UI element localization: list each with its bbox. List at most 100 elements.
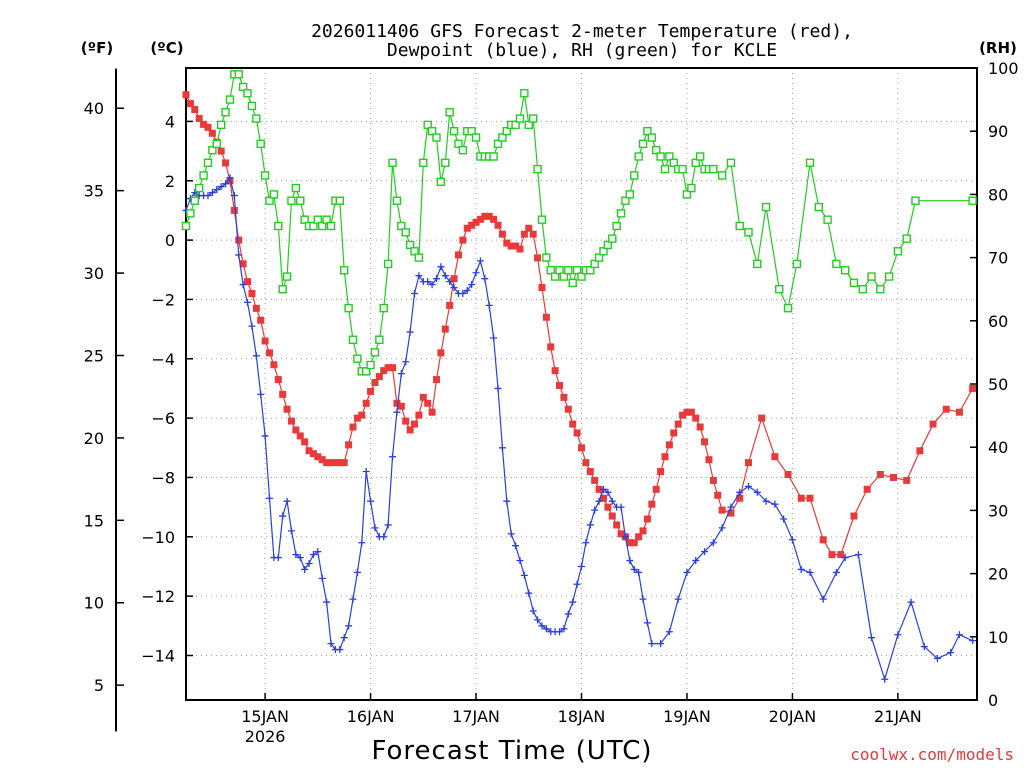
temperature-point — [279, 390, 287, 398]
temperature-point — [380, 367, 388, 375]
dewpoint-point — [573, 580, 581, 588]
rh-tick-label: 40 — [988, 438, 1008, 457]
celsius-tick-label: 0 — [165, 231, 175, 250]
temperature-point — [639, 527, 647, 535]
temperature-point — [265, 349, 273, 357]
rh-point — [340, 266, 349, 275]
dewpoint-point — [516, 557, 524, 565]
celsius-tick-label: −10 — [141, 528, 175, 547]
temperature-series — [182, 91, 977, 559]
rh-point — [546, 266, 555, 275]
temperature-point — [230, 206, 238, 214]
dewpoint-point — [441, 272, 449, 280]
rh-point — [414, 253, 424, 262]
rh-tick-label: 90 — [988, 122, 1008, 141]
dewpoint-point — [371, 524, 379, 532]
rh-point — [823, 215, 832, 224]
rh-point — [194, 183, 204, 193]
temperature-point — [485, 212, 493, 220]
temperature-point — [235, 236, 243, 244]
rh-point — [792, 259, 802, 269]
temperature-point — [362, 399, 370, 407]
celsius-tick-label: −6 — [151, 409, 175, 428]
rh-point — [968, 196, 977, 205]
time-tick-label: 21JAN — [874, 707, 922, 726]
rh-point — [656, 152, 665, 161]
rh-point — [335, 196, 345, 205]
dewpoint-point — [397, 370, 405, 378]
dewpoint-point — [265, 494, 273, 502]
temperature-point — [349, 423, 357, 431]
temperature-point — [890, 473, 898, 481]
rh-tick-label: 50 — [988, 375, 1008, 394]
temperature-point — [375, 373, 383, 381]
rh-point — [520, 89, 529, 98]
rh-point — [608, 234, 617, 243]
dewpoint-point — [525, 589, 533, 597]
dewpoint-point — [244, 298, 252, 306]
dewpoint-point — [353, 568, 361, 576]
temperature-point — [287, 417, 295, 425]
temperature-point — [419, 393, 427, 401]
dewpoint-point — [340, 634, 348, 642]
temperature-point — [595, 485, 603, 493]
temperature-point — [437, 349, 445, 357]
rh-point — [625, 190, 635, 199]
dewpoint-point — [868, 634, 876, 642]
dewpoint-point — [621, 533, 629, 541]
temperature-point — [969, 384, 977, 392]
temperature-point — [301, 438, 309, 446]
rh-point — [498, 133, 507, 142]
rh-point — [542, 253, 551, 262]
temperature-point — [468, 221, 476, 229]
rh-point — [436, 177, 446, 186]
temperature-point — [679, 411, 687, 419]
dewpoint-point — [274, 554, 282, 562]
temperature-point — [538, 284, 546, 292]
dewpoint-point — [595, 497, 603, 505]
rh-point — [594, 253, 604, 262]
chart-title-line1: 2026011406 GFS Forecast 2-meter Temperat… — [311, 21, 853, 42]
dewpoint-point — [208, 189, 216, 197]
rh-point — [643, 126, 652, 136]
rh-point — [603, 240, 613, 250]
temperature-point — [696, 423, 704, 431]
dewpoint-point — [283, 497, 291, 505]
temperature-point — [384, 364, 392, 372]
temperature-point — [450, 275, 458, 283]
rh-point — [638, 139, 648, 149]
dewpoint-point — [832, 568, 840, 576]
rh-point — [761, 202, 771, 212]
temperature-point — [727, 509, 735, 517]
dewpoint-point — [788, 536, 796, 544]
rh-point — [449, 126, 459, 136]
rh-point — [318, 221, 327, 231]
rh-point — [630, 171, 639, 180]
rh-point — [427, 126, 437, 136]
dewpoint-point — [437, 263, 445, 271]
temperature-line — [185, 94, 974, 556]
rh-point — [568, 278, 577, 288]
temperature-point — [318, 456, 326, 464]
dewpoint-point — [301, 565, 309, 573]
dewpoint-point — [736, 488, 744, 496]
dewpoint-point — [345, 622, 353, 630]
rh-point — [238, 82, 248, 92]
fahrenheit-tick-label: 20 — [84, 429, 104, 448]
dewpoint-point — [534, 616, 542, 624]
rh-point — [370, 348, 380, 357]
dewpoint-point — [380, 533, 388, 541]
dewpoint-point — [604, 488, 612, 496]
temperature-point — [648, 500, 656, 508]
temperature-point — [626, 539, 634, 547]
temperature-point — [670, 429, 678, 437]
dewpoint-series — [182, 174, 977, 683]
dewpoint-point — [753, 488, 761, 496]
dewpoint-point — [287, 527, 295, 535]
rh-tick-label: 100 — [988, 59, 1019, 78]
rh-point — [840, 266, 850, 275]
rh-point — [669, 158, 678, 168]
rh-point — [269, 190, 279, 199]
dewpoint-line — [185, 176, 973, 682]
